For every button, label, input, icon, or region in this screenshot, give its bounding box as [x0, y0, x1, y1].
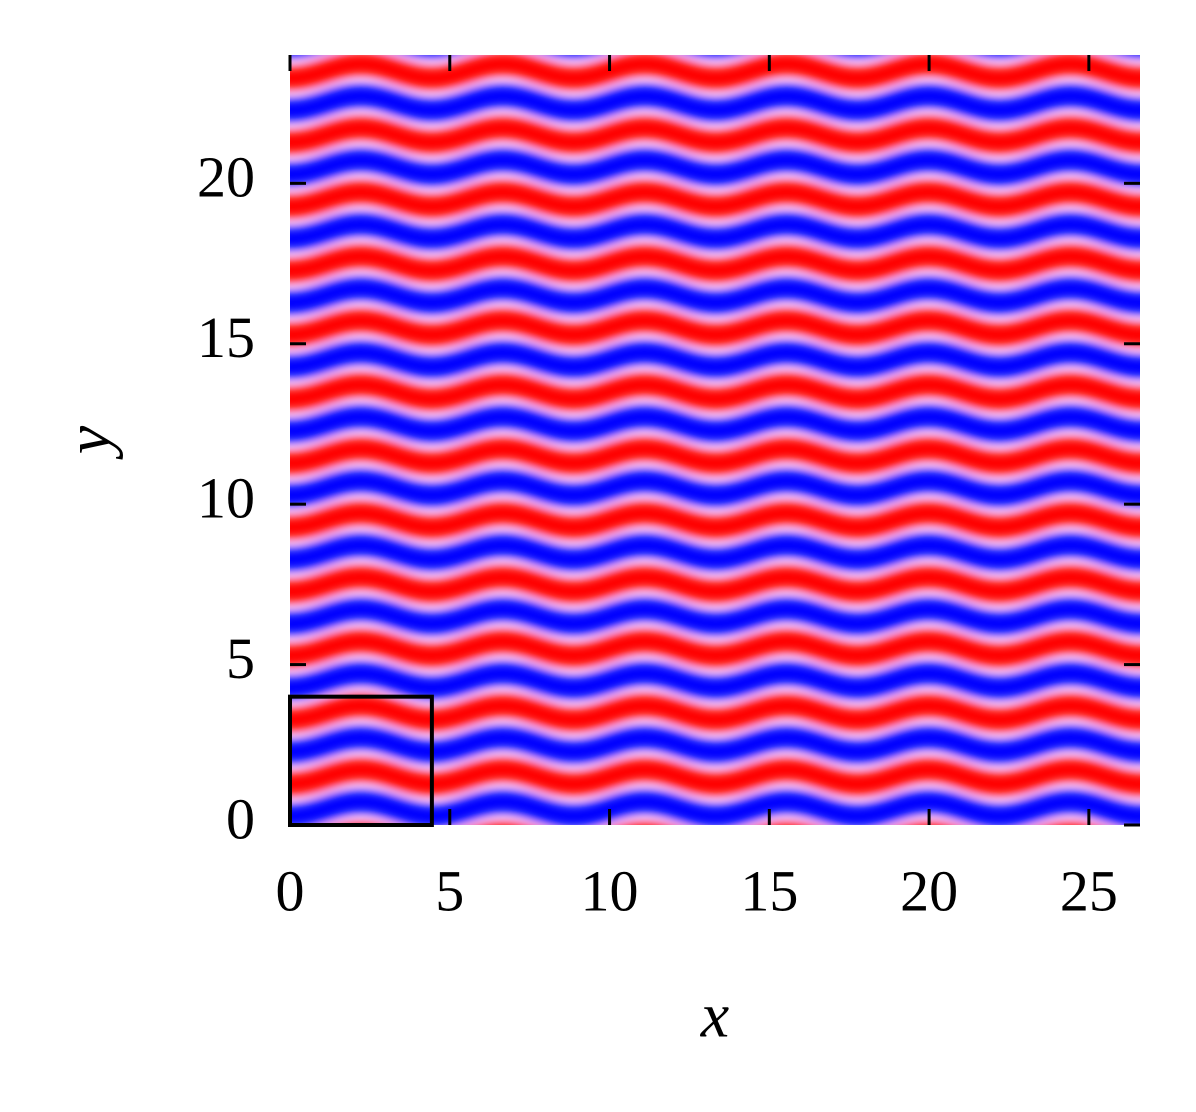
x-axis-label: x [700, 980, 729, 1051]
y-tick-label: 0 [226, 786, 255, 851]
y-tick-label: 20 [197, 145, 255, 210]
x-tick-label: 20 [900, 858, 958, 923]
field [290, 55, 1140, 825]
x-tick-label: 25 [1060, 858, 1118, 923]
x-tick-label: 10 [581, 858, 639, 923]
x-tick-label: 5 [435, 858, 464, 923]
x-tick-label: 15 [740, 858, 798, 923]
y-tick-label: 15 [197, 305, 255, 370]
y-axis-label: y [53, 425, 124, 460]
y-tick-label: 5 [226, 626, 255, 691]
x-tick-label: 0 [276, 858, 305, 923]
unit-cell-box [288, 694, 434, 828]
y-tick-label: 10 [197, 465, 255, 530]
